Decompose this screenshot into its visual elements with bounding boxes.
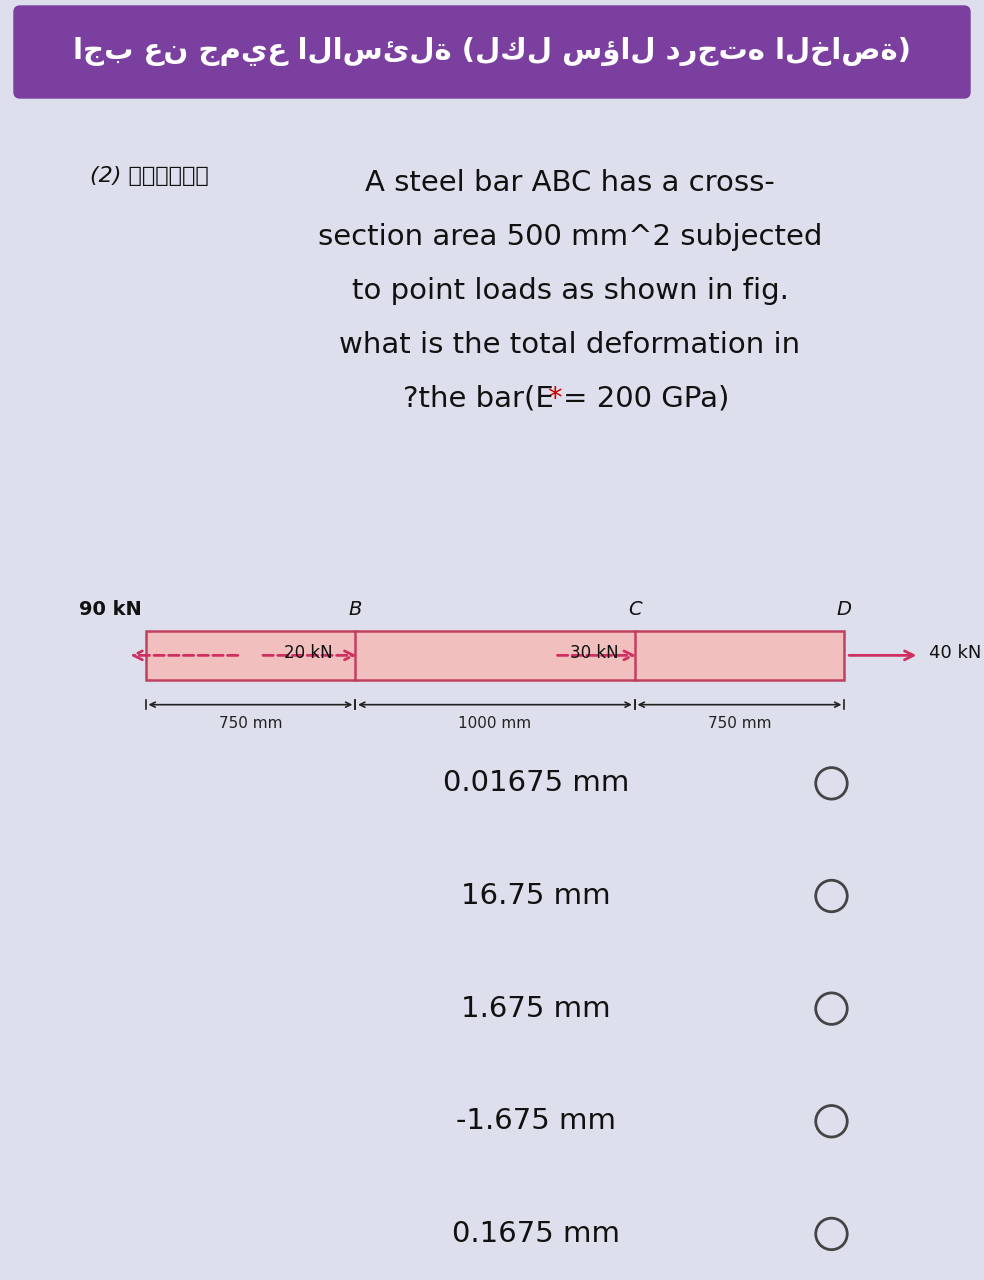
Text: C: C (628, 600, 642, 620)
Text: 40 kN: 40 kN (929, 644, 982, 662)
Text: ?the bar(E = 200 GPa): ?the bar(E = 200 GPa) (402, 385, 729, 413)
Text: 90 kN: 90 kN (79, 600, 142, 620)
FancyBboxPatch shape (14, 6, 970, 99)
Text: 16.75 mm: 16.75 mm (461, 882, 611, 910)
Text: to point loads as shown in fig.: to point loads as shown in fig. (351, 276, 788, 305)
Bar (146, 631, 844, 680)
Text: 1000 mm: 1000 mm (459, 716, 531, 731)
Text: A steel bar ABC has a cross-: A steel bar ABC has a cross- (365, 169, 774, 197)
Text: B: B (348, 600, 362, 620)
Text: اجب عن جميع الاسئلة (لكل سؤال درجته الخاصة): اجب عن جميع الاسئلة (لكل سؤال درجته الخا… (73, 37, 911, 67)
Text: 0.01675 mm: 0.01675 mm (443, 769, 630, 797)
Text: 30 kN: 30 kN (571, 644, 619, 662)
Text: 1.675 mm: 1.675 mm (461, 995, 611, 1023)
Text: (2) نقطتان: (2) نقطتان (90, 166, 209, 186)
Text: 20 kN: 20 kN (284, 644, 333, 662)
Text: *: * (547, 385, 562, 413)
Text: 750 mm: 750 mm (218, 716, 282, 731)
Text: 750 mm: 750 mm (707, 716, 771, 731)
Text: what is the total deformation in: what is the total deformation in (339, 332, 801, 358)
Text: section area 500 mm^2 subjected: section area 500 mm^2 subjected (318, 223, 823, 251)
Text: D: D (836, 600, 852, 620)
Text: -1.675 mm: -1.675 mm (457, 1107, 616, 1135)
Text: 0.1675 mm: 0.1675 mm (453, 1220, 620, 1248)
